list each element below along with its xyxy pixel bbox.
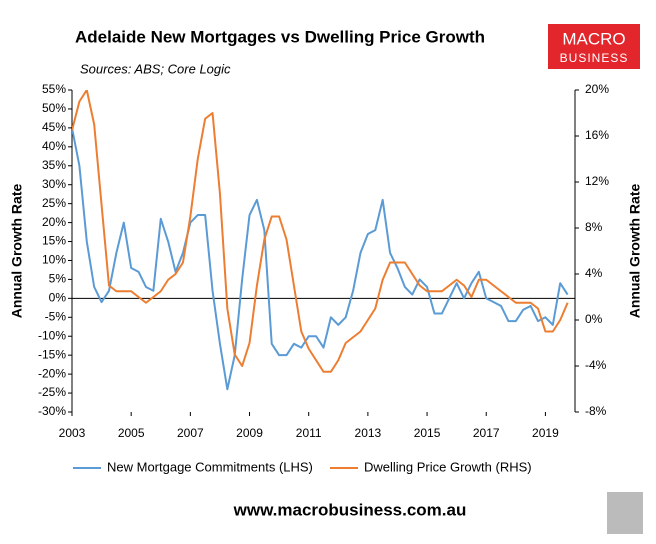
y-tick-label: -20% (38, 366, 66, 380)
y-tick-label: 10% (42, 253, 66, 267)
y-tick-label: 40% (42, 139, 66, 153)
y-tick-label: -5% (45, 309, 67, 323)
plot-area (72, 90, 569, 391)
x-tick-label: 2013 (355, 426, 382, 440)
series-line (72, 127, 569, 391)
logo-text: MACRO (562, 29, 625, 48)
footer: www.macrobusiness.com.au (233, 500, 467, 519)
y-tick-label: -25% (38, 385, 66, 399)
logo-text: BUSINESS (560, 51, 629, 65)
chart-subtitle: Sources: ABS; Core Logic (80, 61, 231, 76)
logo-box (548, 24, 640, 69)
y2-tick-label: -4% (585, 358, 607, 372)
y2-tick-label: 16% (585, 128, 609, 142)
y-axis-title: Annual Growth Rate (9, 184, 25, 319)
y2-tick-label: 20% (585, 82, 609, 96)
y-tick-label: -15% (38, 347, 66, 361)
y-tick-label: 30% (42, 177, 66, 191)
legend-label: New Mortgage Commitments (LHS) (107, 459, 313, 474)
y-tick-label: -10% (38, 328, 66, 342)
y2-tick-label: -8% (585, 404, 607, 418)
y-tick-label: 55% (42, 82, 66, 96)
x-tick-label: 2015 (414, 426, 441, 440)
x-tick-label: 2003 (59, 426, 86, 440)
y2-tick-label: 12% (585, 174, 609, 188)
x-tick-label: 2005 (118, 426, 145, 440)
x-tick-label: 2009 (236, 426, 263, 440)
y2-tick-label: 0% (585, 312, 603, 326)
chart-title: Adelaide New Mortgages vs Dwelling Price… (75, 27, 485, 46)
y2-tick-label: 4% (585, 266, 603, 280)
series-line (72, 90, 569, 373)
y-tick-label: 35% (42, 158, 66, 172)
wolf-icon (607, 492, 643, 534)
y-tick-label: 20% (42, 215, 66, 229)
y-tick-label: 25% (42, 196, 66, 210)
y-tick-label: 15% (42, 234, 66, 248)
y-tick-label: 45% (42, 120, 66, 134)
x-tick-label: 2011 (296, 426, 322, 440)
y-tick-label: 50% (42, 101, 66, 115)
y-tick-label: 5% (49, 272, 67, 286)
y2-axis-title: Annual Growth Rate (627, 184, 643, 319)
x-tick-label: 2019 (532, 426, 559, 440)
x-tick-label: 2017 (473, 426, 500, 440)
legend-label: Dwelling Price Growth (RHS) (364, 459, 532, 474)
x-tick-label: 2007 (177, 426, 204, 440)
y2-tick-label: 8% (585, 220, 603, 234)
y-tick-label: 0% (49, 291, 67, 305)
y-tick-label: -30% (38, 404, 66, 418)
